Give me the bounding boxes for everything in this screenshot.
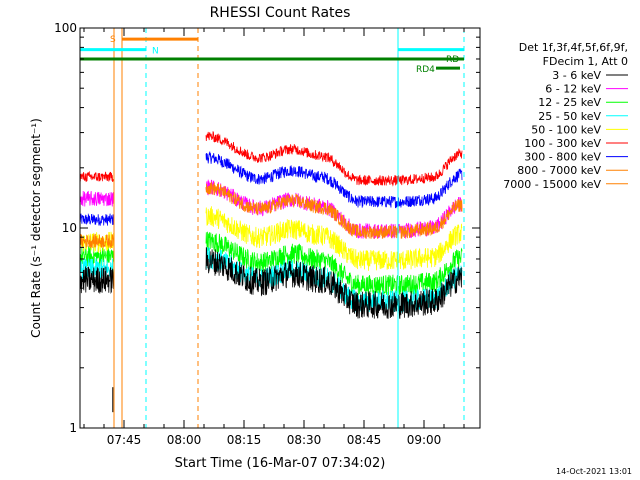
- legend-label-7000-15000kev: 7000 - 15000 keV: [503, 178, 601, 191]
- chart-title: RHESSI Count Rates: [210, 5, 351, 21]
- legend-label-25-50kev: 25 - 50 keV: [538, 110, 601, 123]
- flag-bars: S N RD RD4: [80, 35, 464, 75]
- flag-label-rd: RD: [446, 55, 459, 65]
- legend-header-line-2: FDecim 1, Att 0: [543, 55, 628, 68]
- series-25-50kev-segment-1: [79, 258, 115, 281]
- legend-label-6-12kev: 6 - 12 keV: [545, 83, 601, 96]
- axes: 1 10 100 07:45 08:00 08:15 08:30 08:45 09:00: [54, 21, 480, 447]
- legend-label-100-300kev: 100 - 300 keV: [524, 137, 601, 150]
- legend-header-line-1: Det 1f,3f,4f,5f,6f,9f,: [519, 41, 628, 54]
- plot-area: [79, 131, 463, 413]
- series-800-7000kev-segment-1: [79, 233, 115, 249]
- series-100-300kev-segment-2: [205, 131, 463, 187]
- y-tick-label-10: 10: [62, 221, 77, 235]
- flag-label-s: S: [110, 35, 116, 45]
- series-6-12kev-segment-1: [79, 190, 115, 207]
- series-12-25kev-segment-2: [205, 231, 463, 296]
- series-300-800kev-segment-2: [205, 151, 463, 209]
- y-tick-label-100: 100: [54, 21, 77, 35]
- legend-label-12-25kev: 12 - 25 keV: [538, 96, 601, 109]
- x-tick-label-0900: 09:00: [407, 433, 442, 447]
- x-tick-label-0845: 08:45: [347, 433, 382, 447]
- flag-label-rd4: RD4: [416, 65, 435, 75]
- x-tick-label-0815: 08:15: [227, 433, 262, 447]
- series-100-300kev-segment-1: [79, 170, 115, 183]
- legend-label-50-100kev: 50 - 100 keV: [531, 123, 601, 136]
- footer-timestamp: 14-Oct-2021 13:01: [556, 467, 632, 476]
- series-3-6kev-segment-1: [79, 266, 115, 294]
- y-tick-label-1: 1: [69, 421, 77, 435]
- series-3-6kev-segment-2: [205, 247, 463, 319]
- legend-label-300-800kev: 300 - 800 keV: [524, 151, 601, 164]
- series-300-800kev-segment-1: [79, 213, 115, 226]
- x-tick-label-0745: 07:45: [107, 433, 142, 447]
- series-50-100kev-segment-2: [205, 206, 463, 271]
- x-tick-label-0830: 08:30: [287, 433, 322, 447]
- y-axis-label: Count Rate (s⁻¹ detector segment⁻¹): [29, 118, 43, 338]
- series-800-7000kev-segment-2: [205, 181, 463, 239]
- legend-label-3-6kev: 3 - 6 keV: [552, 69, 601, 82]
- x-axis-label: Start Time (16-Mar-07 07:34:02): [175, 456, 386, 471]
- x-tick-label-0800: 08:00: [167, 433, 202, 447]
- legend: Det 1f,3f,4f,5f,6f,9f, FDecim 1, Att 0 3…: [503, 41, 628, 191]
- flag-label-n: N: [152, 47, 159, 57]
- series-12-25kev-segment-1: [79, 246, 115, 267]
- legend-label-800-7000kev: 800 - 7000 keV: [517, 164, 601, 177]
